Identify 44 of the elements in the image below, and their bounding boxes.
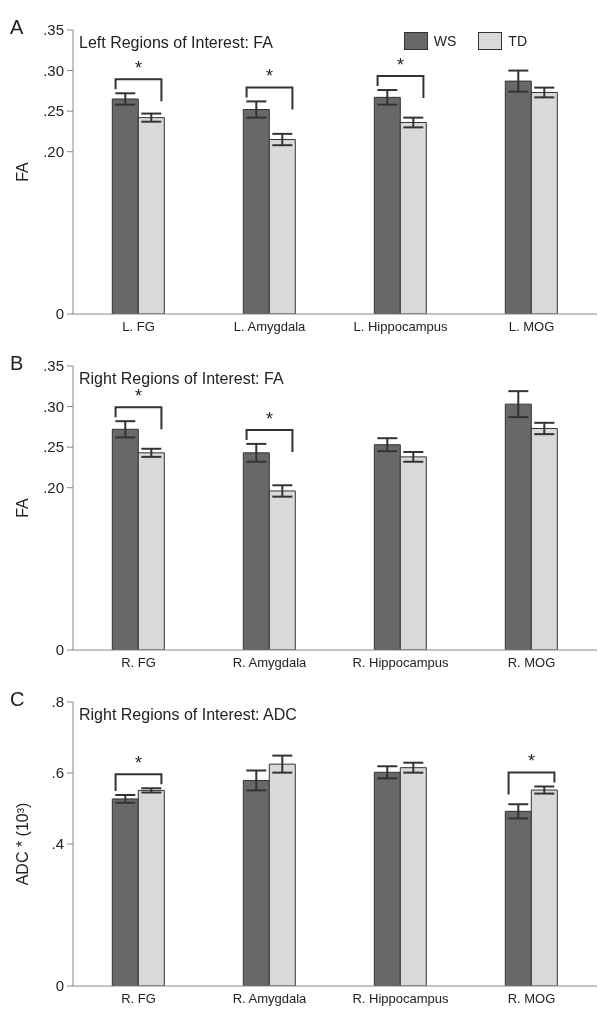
- y-tick-label: .4: [51, 835, 64, 852]
- y-axis-title: FA: [13, 161, 31, 182]
- annotation: *: [134, 386, 143, 407]
- x-tick-label: R. MOG: [507, 655, 556, 671]
- annotation: *: [265, 66, 274, 87]
- x-tick-label: L. Amygdala: [233, 319, 307, 335]
- text: C: [10, 688, 25, 710]
- text: A: [10, 16, 24, 38]
- x-tick-label: R. FG: [121, 655, 156, 671]
- x-tick-label: L. FG: [122, 319, 155, 335]
- y-tick-label: .25: [43, 102, 64, 120]
- text: B: [10, 352, 24, 374]
- y-axis-title: ADC * (10³): [13, 802, 31, 886]
- x-tick-label: R. Amygdala: [232, 991, 308, 1007]
- legend-label: WS: [433, 33, 457, 49]
- y-tick-label: .30: [43, 61, 64, 79]
- annotation: *: [265, 408, 274, 429]
- y-tick-label: 0: [55, 641, 64, 658]
- y-tick-label: 0: [55, 305, 64, 322]
- y-axis-title: FA: [13, 497, 31, 518]
- y-tick-label: .35: [43, 357, 64, 374]
- x-tick-label: L. MOG: [508, 319, 555, 335]
- chart-title: Left Regions of Interest: FA: [79, 34, 273, 52]
- x-tick-label: R. MOG: [507, 991, 556, 1007]
- chart-title: Right Regions of Interest: ADC: [79, 706, 297, 724]
- y-tick-label: .20: [43, 142, 64, 160]
- annotation: *: [527, 751, 536, 772]
- y-tick-label: .6: [51, 764, 64, 781]
- annotation: *: [134, 753, 143, 774]
- chart-title: Right Regions of Interest: FA: [79, 370, 284, 388]
- x-tick-label: R. FG: [121, 991, 156, 1007]
- annotation: *: [396, 55, 405, 76]
- y-tick-label: .30: [43, 397, 64, 415]
- x-tick-label: R. Hippocampus: [352, 991, 450, 1007]
- annotation: *: [134, 58, 143, 79]
- y-tick-label: .20: [43, 478, 64, 496]
- y-tick-label: 0: [55, 977, 64, 994]
- y-tick-label: .25: [43, 438, 64, 456]
- x-tick-label: R. Amygdala: [232, 655, 308, 671]
- legend-label: TD: [508, 33, 527, 49]
- x-tick-label: R. Hippocampus: [352, 655, 450, 671]
- y-tick-label: .8: [51, 693, 64, 710]
- x-tick-label: L. Hippocampus: [353, 319, 448, 335]
- y-tick-label: .35: [43, 21, 64, 38]
